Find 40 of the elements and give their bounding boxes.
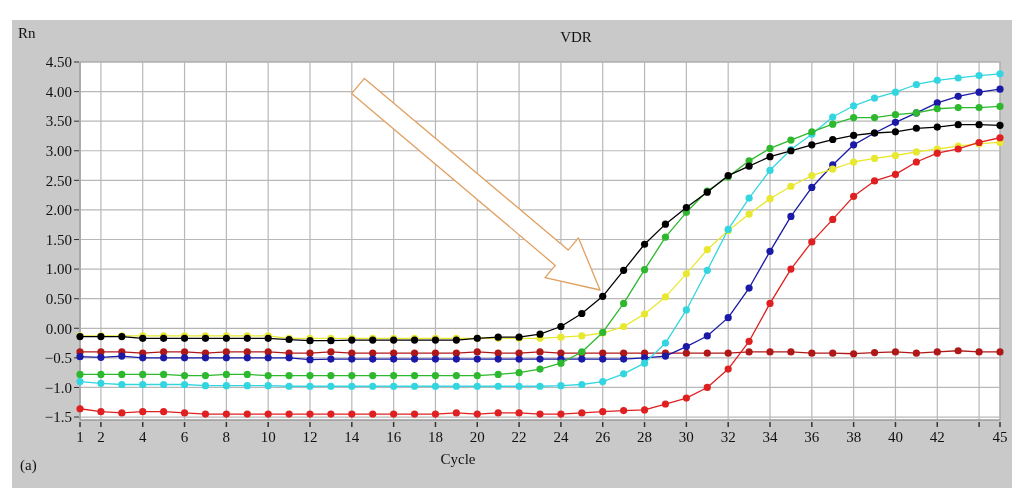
y-axis-title: Rn <box>18 25 36 41</box>
y-tick-label: 1.50 <box>45 231 72 248</box>
x-tick-label: 38 <box>846 429 862 445</box>
x-tick-label: 26 <box>595 429 611 445</box>
x-tick-label: 6 <box>180 429 189 445</box>
x-tick-label: 28 <box>637 429 653 445</box>
y-tick-label: 1.00 <box>45 261 72 278</box>
x-tick-label: 10 <box>260 429 276 445</box>
y-tick-label: −1.0 <box>44 379 72 396</box>
x-tick-label: 14 <box>344 429 360 445</box>
x-tick-label: 42 <box>929 429 945 445</box>
x-tick-label: 36 <box>804 429 820 445</box>
x-tick-label: 4 <box>138 429 147 445</box>
y-tick-label: 4.00 <box>45 83 72 100</box>
text: (a) <box>20 457 37 474</box>
x-tick-label: 16 <box>386 429 402 445</box>
y-tick-label: 4.50 <box>45 54 72 71</box>
x-tick-label: 2 <box>97 429 105 445</box>
x-tick-label: 32 <box>720 429 736 445</box>
x-tick-label: 34 <box>762 429 778 445</box>
x-tick-label: 45 <box>992 429 1008 445</box>
y-tick-label: 3.50 <box>45 113 72 130</box>
y-tick-label: 2.50 <box>45 172 72 189</box>
x-tick-label: 24 <box>553 429 569 445</box>
x-tick-label: 8 <box>222 429 231 445</box>
x-tick-label: 12 <box>302 429 318 445</box>
y-tick-label: 3.00 <box>45 143 72 160</box>
x-tick-label: 22 <box>511 429 527 445</box>
x-tick-label: 18 <box>427 429 443 445</box>
y-tick-label: 0.50 <box>45 290 72 307</box>
x-tick-label: 30 <box>678 429 694 445</box>
y-tick-label: −0.5 <box>44 350 72 367</box>
x-tick-label: 40 <box>887 429 903 445</box>
chart-title: VDR <box>560 29 592 45</box>
y-tick-label: −1.5 <box>44 409 72 426</box>
y-tick-label: 0.00 <box>45 320 72 337</box>
y-tick-label: 2.00 <box>45 202 72 219</box>
x-tick-label: 20 <box>469 429 485 445</box>
x-tick-label: 1 <box>76 429 84 445</box>
x-axis-title: Cycle <box>440 451 476 467</box>
